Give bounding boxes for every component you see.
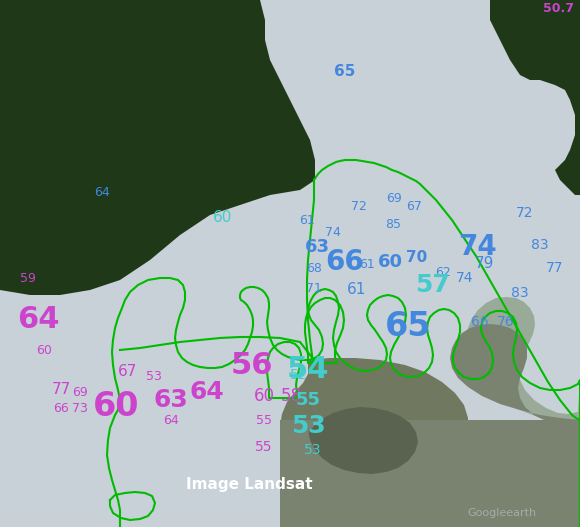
Text: 77: 77	[52, 383, 71, 397]
Text: 67: 67	[118, 365, 137, 379]
Text: 85: 85	[385, 219, 401, 231]
Text: 64: 64	[17, 306, 59, 335]
Text: 64: 64	[94, 187, 110, 200]
Polygon shape	[280, 358, 468, 485]
Polygon shape	[308, 407, 418, 474]
Text: 66: 66	[325, 248, 364, 276]
Text: 70: 70	[407, 249, 427, 265]
Text: 60: 60	[93, 389, 139, 423]
Polygon shape	[280, 324, 580, 527]
Text: 59: 59	[20, 271, 36, 285]
Text: 60: 60	[378, 253, 403, 271]
Text: 52: 52	[290, 368, 308, 382]
Text: 50.7: 50.7	[542, 2, 574, 15]
Text: 56: 56	[231, 350, 273, 379]
Text: 65: 65	[385, 310, 432, 344]
Text: 65: 65	[334, 64, 356, 80]
Text: 74: 74	[456, 271, 474, 285]
Text: 76: 76	[497, 315, 515, 329]
Text: 55: 55	[295, 391, 321, 409]
Text: 69: 69	[72, 385, 88, 398]
Text: 55: 55	[256, 414, 272, 426]
Text: 62: 62	[435, 267, 451, 279]
Text: 60: 60	[253, 387, 274, 405]
Text: 79: 79	[474, 256, 494, 270]
Text: 74: 74	[325, 227, 341, 239]
Text: 61: 61	[299, 213, 315, 227]
Text: 71: 71	[306, 281, 322, 295]
Text: 72: 72	[351, 200, 367, 213]
Text: Image Landsat: Image Landsat	[186, 477, 312, 493]
Polygon shape	[430, 200, 580, 430]
Text: 53: 53	[304, 443, 322, 457]
Text: 60: 60	[36, 344, 52, 356]
Text: 72: 72	[516, 206, 534, 220]
Text: 83: 83	[531, 238, 549, 252]
Text: 64: 64	[163, 414, 179, 426]
Text: 68: 68	[306, 261, 322, 275]
Text: 66: 66	[471, 315, 489, 329]
Polygon shape	[490, 0, 580, 195]
Text: 61: 61	[359, 259, 375, 271]
Text: 66: 66	[53, 402, 69, 415]
Text: 69: 69	[386, 191, 402, 204]
Text: 67: 67	[406, 200, 422, 213]
Text: 54: 54	[287, 356, 329, 385]
Text: 77: 77	[546, 261, 564, 275]
Text: 55: 55	[255, 440, 273, 454]
Text: 83: 83	[511, 286, 529, 300]
Text: 53: 53	[291, 414, 325, 438]
Text: 61: 61	[347, 282, 367, 298]
Text: 63: 63	[154, 388, 188, 412]
Text: 73: 73	[72, 402, 88, 415]
Text: Googleearth: Googleearth	[467, 508, 536, 518]
Text: 60: 60	[213, 210, 233, 226]
Text: 63: 63	[304, 238, 329, 256]
Text: 57: 57	[415, 273, 450, 297]
Text: 53: 53	[146, 370, 162, 384]
Text: 64: 64	[190, 380, 224, 404]
Text: 74: 74	[458, 233, 496, 261]
Polygon shape	[0, 0, 315, 295]
Text: 58: 58	[281, 387, 302, 405]
